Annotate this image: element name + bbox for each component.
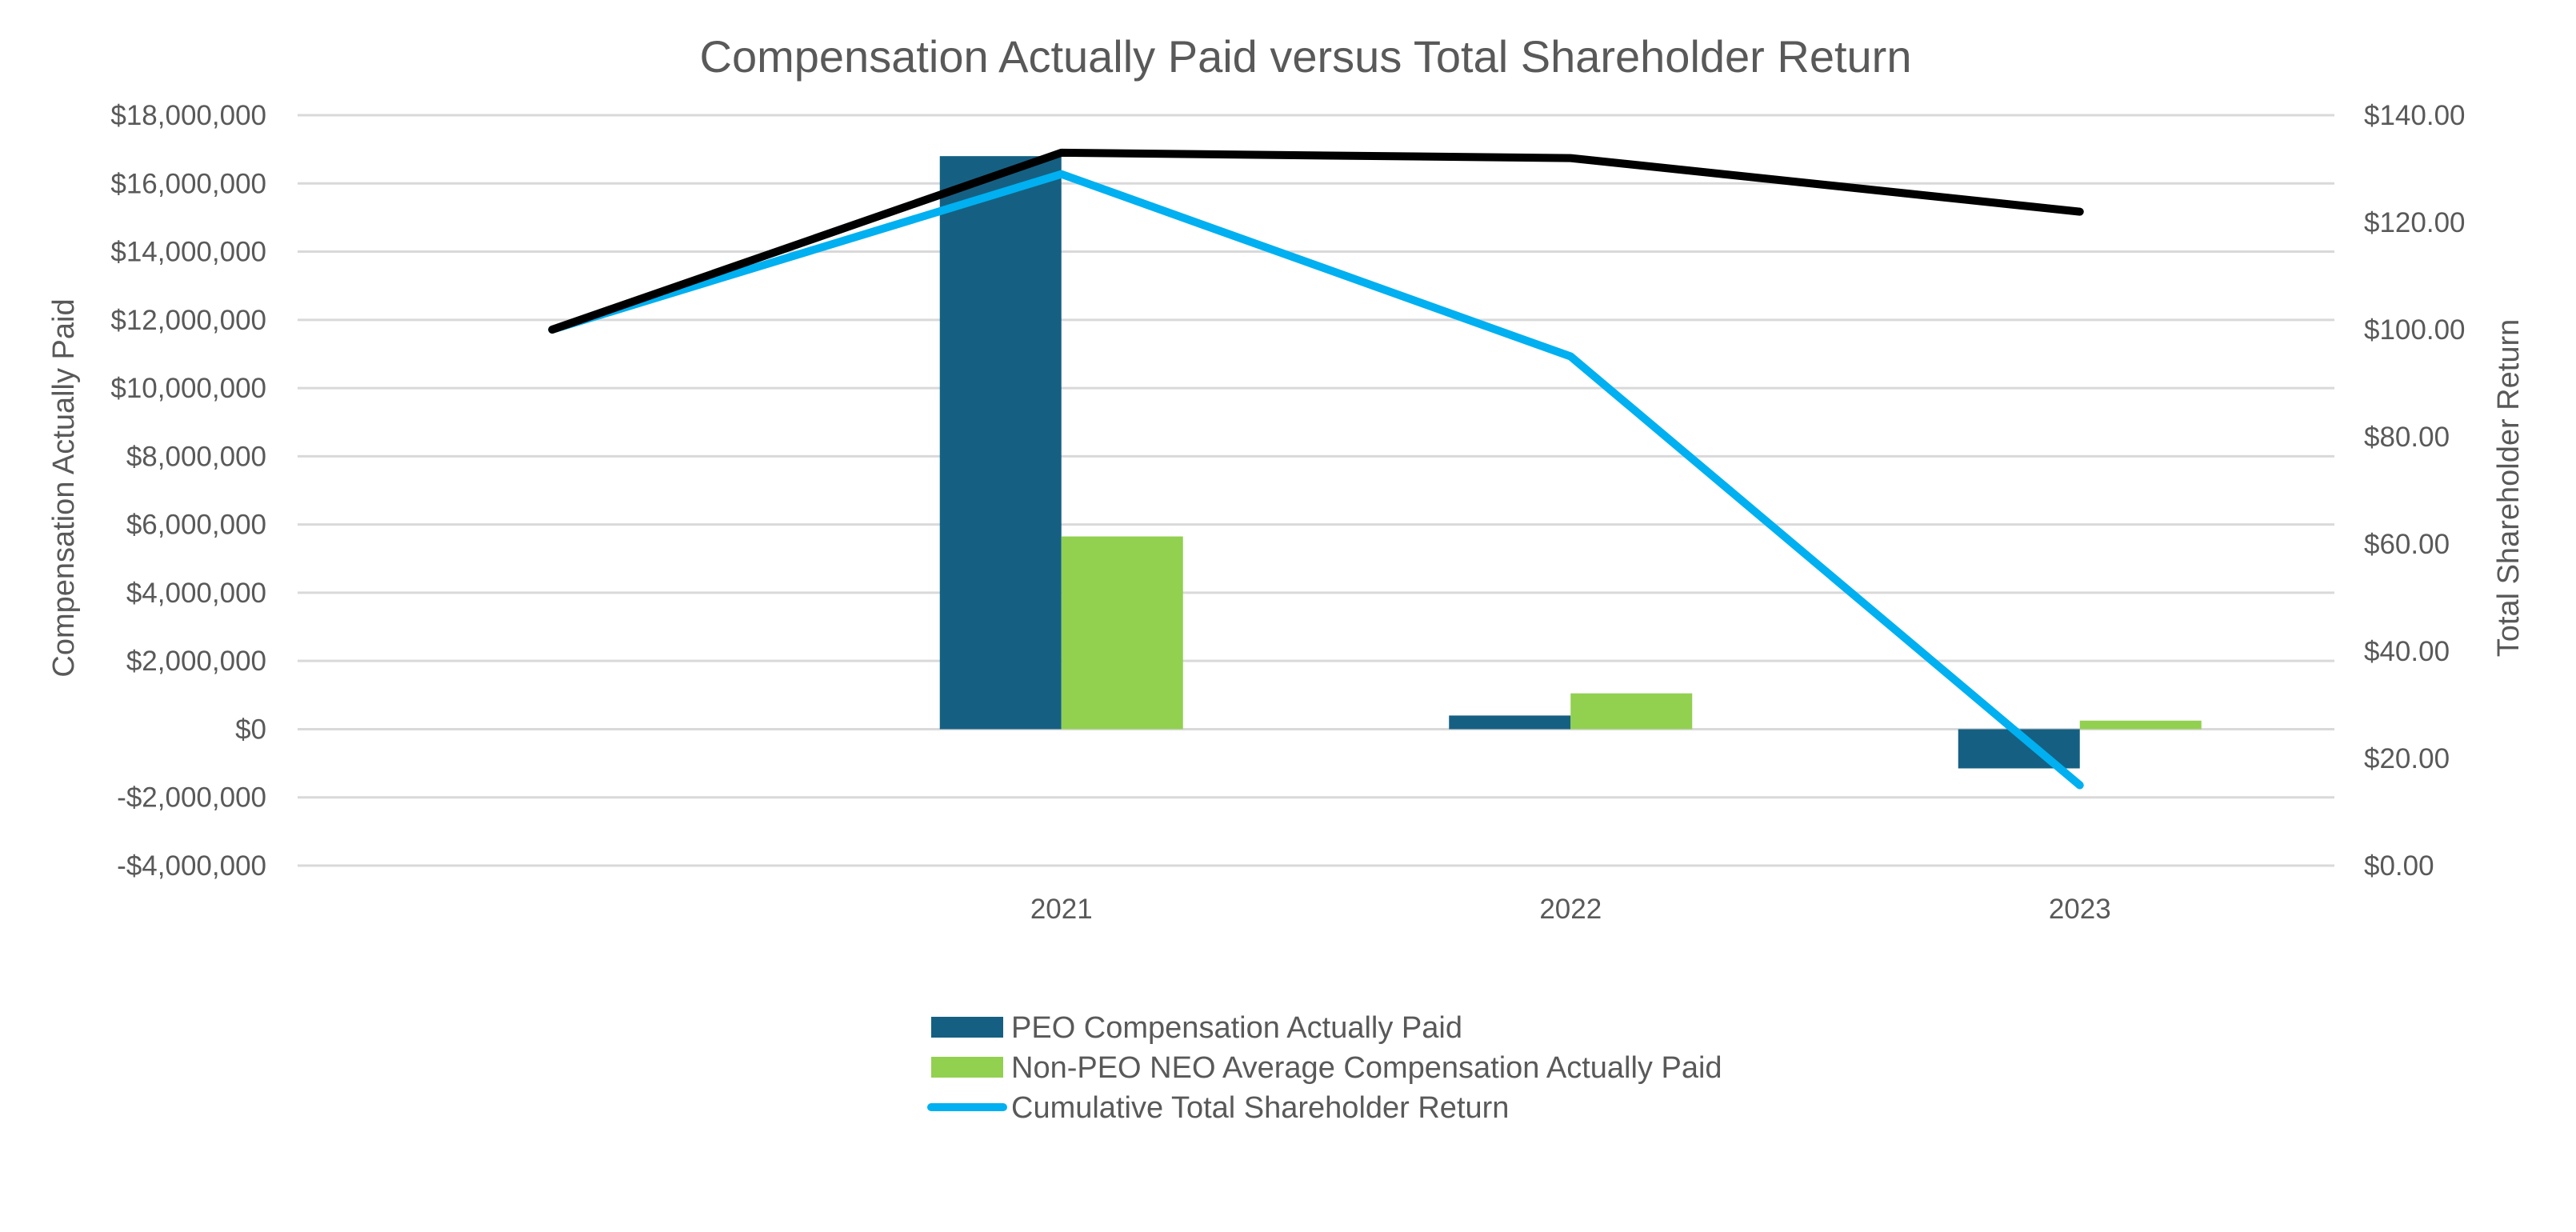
y-tick-label: -$2,000,000: [117, 782, 266, 814]
y-axis-title: Compensation Actually Paid: [47, 298, 81, 677]
y2-axis-title: Total Shareholder Return: [2492, 319, 2526, 657]
y2-tick-label: $60.00: [2364, 529, 2450, 560]
bar: [1449, 715, 1571, 730]
legend-swatch: [931, 1057, 1003, 1078]
y-tick-label: $2,000,000: [126, 646, 266, 677]
x-tick-label: 2022: [1539, 894, 1602, 925]
y-tick-label: $6,000,000: [126, 510, 266, 541]
y-tick-label: $12,000,000: [110, 305, 266, 336]
bar: [2079, 720, 2202, 730]
y2-tick-label: $80.00: [2364, 422, 2450, 453]
y-tick-label: $16,000,000: [110, 168, 266, 199]
y2-tick-label: $20.00: [2364, 743, 2450, 774]
bar: [1570, 693, 1693, 730]
y2-tick-label: $140.00: [2364, 100, 2466, 131]
left-axis-ticks: -$4,000,000 -$2,000,000 $0 $2,000,000 $4,000…: [110, 100, 266, 882]
right-axis-ticks: $0.00 $20.00 $40.00 $60.00 $80.00 $100.00 $120…: [2364, 100, 2466, 882]
y2-tick-label: $120.00: [2364, 207, 2466, 238]
legend-label: Cumulative Total Shareholder Return: [1011, 1091, 1509, 1125]
y-tick-label: $18,000,000: [110, 100, 266, 131]
line-series: [548, 148, 2084, 790]
legend: PEO Compensation Actually Paid Non-PEO NE…: [927, 1011, 1722, 1125]
x-tick-label: 2021: [1030, 894, 1093, 925]
legend-swatch: [931, 1017, 1003, 1038]
legend-label: Non-PEO NEO Average Compensation Actuall…: [1011, 1051, 1722, 1085]
y2-tick-label: $40.00: [2364, 636, 2450, 667]
tsr-line: [548, 170, 2084, 790]
bar: [1061, 536, 1183, 730]
y-tick-label: $0: [235, 714, 266, 745]
bar-series: [939, 156, 2202, 769]
gridlines: [298, 114, 2334, 867]
chart-title: Compensation Actually Paid versus Total …: [700, 31, 1912, 82]
x-axis-ticks: 2021 2022 2023: [1030, 894, 2111, 925]
y-tick-label: -$4,000,000: [117, 850, 266, 882]
y-tick-label: $10,000,000: [110, 373, 266, 404]
x-tick-label: 2023: [2049, 894, 2111, 925]
peer-line: [548, 148, 2084, 334]
legend-label: PEO Compensation Actually Paid: [1011, 1011, 1462, 1045]
y-tick-label: $4,000,000: [126, 578, 266, 609]
bar: [939, 156, 1062, 730]
y-tick-label: $8,000,000: [126, 441, 266, 472]
y2-tick-label: $0.00: [2364, 850, 2434, 882]
y-tick-label: $14,000,000: [110, 237, 266, 268]
y2-tick-label: $100.00: [2364, 314, 2466, 346]
